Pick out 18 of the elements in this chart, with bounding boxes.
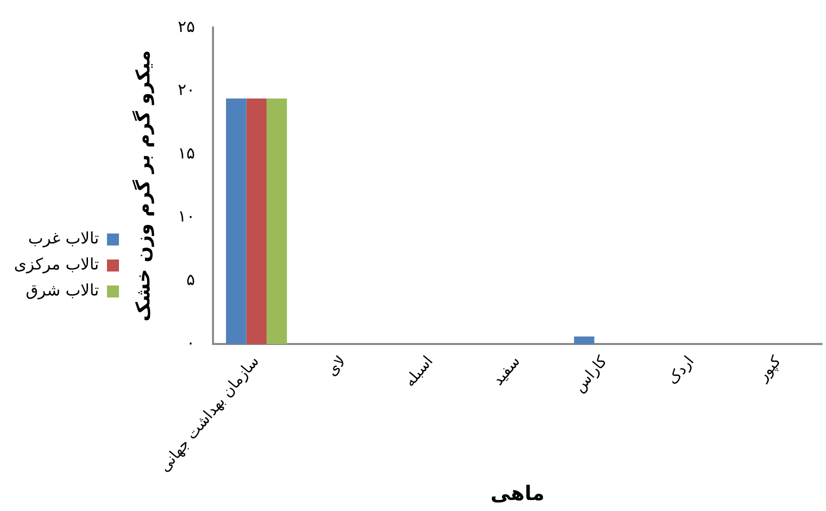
x-tick-label: اسبله	[400, 352, 437, 390]
x-tick-label: لای	[322, 352, 350, 380]
y-tick-label: ۲۵	[178, 16, 195, 36]
x-tick-label: سفید	[488, 352, 524, 389]
y-tick-label: ۲۰	[178, 80, 195, 100]
x-tick-label: کاراس	[570, 352, 612, 396]
legend-label: تالاب شرق	[26, 280, 99, 300]
y-axis-title: میکرو گرم بر گرم وزن خشک	[131, 50, 154, 322]
y-tick-label: ۵	[186, 270, 195, 289]
x-axis-title: ماهی	[490, 481, 544, 506]
y-tick-label: ۱۰	[178, 206, 195, 226]
x-tick-label: اردک	[663, 352, 698, 388]
legend-label: تالاب مرکزی	[14, 254, 99, 274]
y-tick-label: ۰	[186, 333, 195, 352]
x-tick-label: کپور	[752, 352, 786, 386]
legend-label: تالاب غرب	[28, 228, 99, 248]
x-tick-label: سازمان بهداشت جهانی	[155, 352, 263, 476]
y-tick-label: ۱۵	[178, 143, 195, 162]
